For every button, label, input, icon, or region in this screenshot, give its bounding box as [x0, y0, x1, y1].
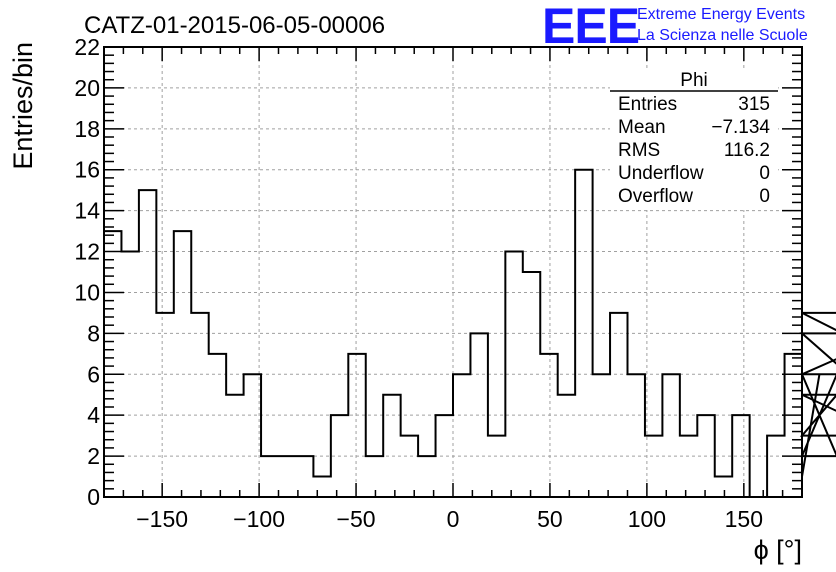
- x-tick-label: 50: [537, 506, 563, 532]
- stats-row-label: RMS: [618, 140, 660, 161]
- y-tick-label: 8: [87, 320, 100, 346]
- stats-box: Phi Entries 315 Mean −7.134 RMS 116.2 Underflo…: [610, 68, 778, 210]
- y-tick-label: 16: [74, 157, 100, 183]
- stats-row-value: −7.134: [711, 117, 770, 138]
- chart-title: CATZ-01-2015-06-05-00006: [84, 12, 385, 39]
- y-tick-label: 14: [74, 198, 100, 224]
- eee-logo-mark: EEE: [542, 0, 639, 54]
- y-tick-label: 6: [87, 361, 100, 387]
- y-tick-labels: 0 2 4 6 8 10 12 14 16 18 20 22: [74, 34, 100, 510]
- stats-row-label: Underflow: [618, 163, 704, 184]
- x-axis-label: ϕ [°]: [754, 535, 802, 565]
- x-tick-label: 0: [447, 506, 460, 532]
- histogram-line: [104, 168, 836, 498]
- stats-row-label: Mean: [618, 117, 666, 138]
- y-tick-label: 2: [87, 443, 100, 469]
- y-tick-label: 4: [87, 402, 100, 428]
- x-tick-labels: −150 −100 −50 0 50 100 150: [136, 506, 763, 532]
- eee-logo-line1: Extreme Energy Events: [637, 6, 805, 23]
- stats-row-value: 116.2: [724, 140, 770, 161]
- y-tick-label: 22: [74, 34, 100, 60]
- stats-row-value: 0: [759, 186, 770, 207]
- eee-logo-line2: La Scienza nelle Scuole: [637, 27, 808, 44]
- stats-row-label: Overflow: [618, 186, 693, 207]
- y-tick-label: 18: [74, 116, 100, 142]
- stats-row-value: 0: [759, 163, 770, 184]
- x-tick-label: −150: [136, 506, 188, 532]
- y-tick-label: 10: [74, 279, 100, 305]
- stats-box-title: Phi: [680, 70, 707, 91]
- x-tick-label: 150: [725, 506, 763, 532]
- y-tick-label: 0: [87, 484, 100, 510]
- stats-row-label: Entries: [618, 94, 677, 115]
- axis-ticks: [103, 46, 803, 498]
- y-tick-label: 20: [74, 75, 100, 101]
- y-tick-label: 12: [74, 239, 100, 265]
- x-tick-label: −50: [337, 506, 376, 532]
- stats-row-value: 315: [738, 94, 770, 115]
- x-tick-label: 100: [628, 506, 666, 532]
- stats-rows: Entries 315 Mean −7.134 RMS 116.2 Underflow 0 Ov…: [618, 94, 770, 207]
- x-tick-label: −100: [233, 506, 285, 532]
- y-axis-label: Entries/bin: [8, 42, 38, 170]
